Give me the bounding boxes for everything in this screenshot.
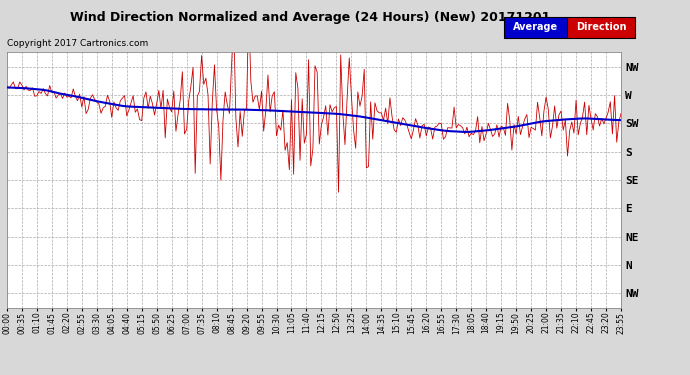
Text: Average: Average [513,22,558,32]
Text: Wind Direction Normalized and Average (24 Hours) (New) 20171201: Wind Direction Normalized and Average (2… [70,11,551,24]
Text: Direction: Direction [575,22,627,32]
Text: Copyright 2017 Cartronics.com: Copyright 2017 Cartronics.com [7,39,148,48]
